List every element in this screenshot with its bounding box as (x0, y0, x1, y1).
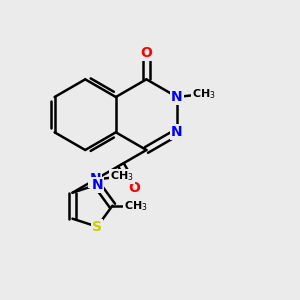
Text: N: N (171, 125, 183, 139)
Text: N: N (90, 172, 101, 186)
Text: CH$_3$: CH$_3$ (124, 199, 148, 213)
Text: N: N (91, 178, 103, 192)
Text: CH$_3$: CH$_3$ (192, 87, 215, 101)
Text: O: O (140, 46, 152, 60)
Text: S: S (92, 220, 102, 234)
Text: N: N (171, 90, 183, 104)
Text: CH$_3$: CH$_3$ (110, 169, 134, 183)
Text: O: O (128, 181, 140, 195)
